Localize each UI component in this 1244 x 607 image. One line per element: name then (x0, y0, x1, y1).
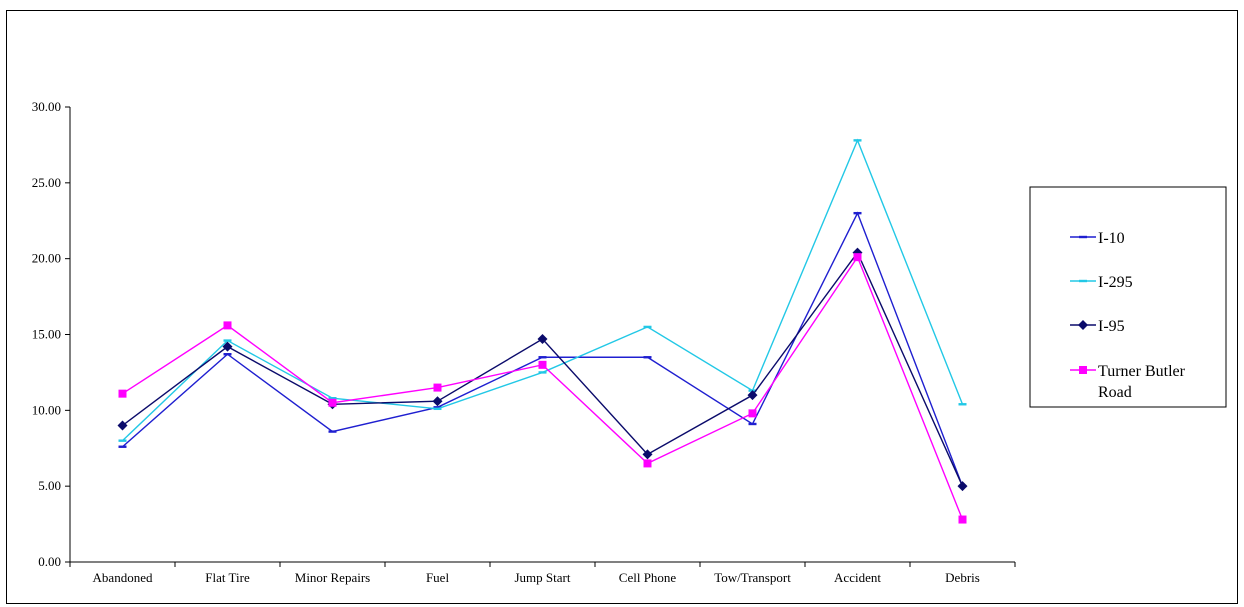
data-point-i-295 (853, 139, 862, 142)
data-point-i-10 (853, 211, 862, 215)
data-point-i-295 (118, 439, 127, 442)
legend-label-i-10: I-10 (1098, 230, 1125, 247)
data-point-i-295 (433, 407, 442, 411)
data-point-i-10 (643, 356, 652, 359)
y-tick-label: 0.00 (38, 554, 61, 569)
data-point-i-10 (328, 430, 337, 433)
data-point-i-95 (432, 396, 443, 407)
data-point-turner-butler-road (748, 409, 757, 418)
data-point-i-95 (642, 449, 653, 460)
data-point-i-295 (223, 339, 232, 342)
x-tick-label: Fuel (426, 570, 450, 585)
legend-box (1029, 186, 1227, 408)
x-tick-label: Jump Start (515, 570, 571, 585)
y-tick-label: 5.00 (38, 478, 61, 493)
data-point-i-10 (223, 353, 232, 356)
data-point-turner-butler-road (958, 515, 967, 524)
data-point-i-95 (957, 481, 968, 492)
line-chart: 0.00 5.00 10.00 15.00 20.00 25.00 30.00 Abandon… (32, 99, 1227, 585)
legend-marker-i-95 (1078, 320, 1088, 330)
y-tick-label: 15.00 (32, 327, 61, 342)
data-point-turner-butler-road (853, 253, 862, 262)
data-point-turner-butler-road (643, 459, 652, 468)
data-point-turner-butler-road (538, 360, 547, 369)
plot-area: 0.00 5.00 10.00 15.00 20.00 25.00 30.00 Abandon… (32, 99, 1016, 585)
x-tick-label: Cell Phone (619, 570, 677, 585)
legend-marker-turner-butler-road (1079, 366, 1087, 374)
data-point-i-95 (117, 420, 128, 431)
y-tick-label: 30.00 (32, 99, 61, 114)
data-point-turner-butler-road (328, 398, 337, 407)
legend: I-10 I-295 I-95 Turner Butler Road (1029, 186, 1227, 408)
chart-frame: 0.00 5.00 10.00 15.00 20.00 25.00 30.00 Abandon… (6, 10, 1238, 604)
series-line-i-295 (122, 138, 964, 442)
y-tick-label: 25.00 (32, 175, 61, 190)
data-point-turner-butler-road (118, 389, 127, 398)
legend-label-turner-butler-road: Turner Butler Road (1098, 363, 1186, 401)
data-point-i-295 (538, 371, 547, 374)
legend-label-i-95: I-95 (1098, 318, 1125, 335)
x-tick-label: Flat Tire (205, 570, 250, 585)
data-point-turner-butler-road (223, 321, 232, 330)
legend-label-i-295: I-295 (1098, 274, 1133, 291)
data-point-turner-butler-road (433, 383, 442, 392)
data-point-i-10 (538, 356, 547, 359)
y-tick-label: 10.00 (32, 402, 61, 417)
data-point-i-10 (433, 406, 442, 409)
x-tick-label: Accident (834, 570, 881, 585)
data-point-i-295 (328, 397, 337, 400)
data-point-i-295 (958, 403, 967, 406)
y-tick-label: 20.00 (32, 251, 61, 266)
data-point-i-295 (643, 325, 652, 329)
data-point-i-10 (118, 445, 127, 448)
series-line-turner-butler-road (122, 255, 964, 520)
data-point-i-95 (537, 334, 548, 345)
data-point-i-95 (747, 390, 758, 401)
legend-marker-i-295 (1079, 279, 1087, 283)
x-tick-label: Debris (945, 570, 980, 585)
series-line-i-10 (122, 211, 964, 487)
x-tick-label: Tow/Transport (714, 570, 791, 585)
x-tick-label: Abandoned (93, 570, 153, 585)
data-point-i-10 (748, 422, 757, 426)
data-point-i-95 (222, 341, 233, 352)
legend-marker-i-10 (1079, 235, 1087, 239)
x-tick-label: Minor Repairs (295, 570, 370, 585)
